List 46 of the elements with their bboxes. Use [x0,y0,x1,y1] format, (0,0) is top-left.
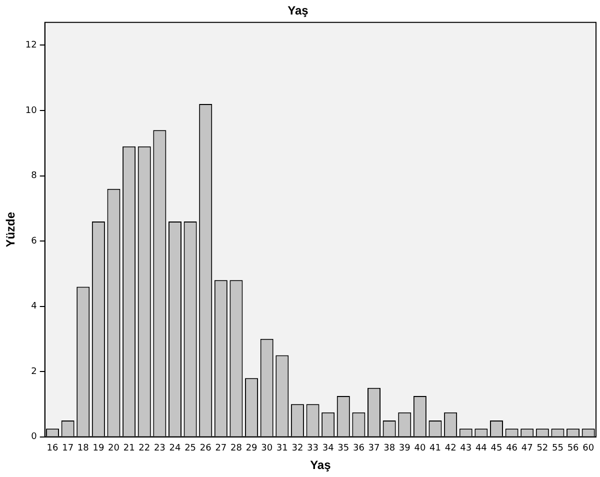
x-tick-label: 40 [414,444,426,454]
x-tick-label: 60 [582,444,594,454]
x-tick-label: 46 [506,444,518,454]
x-tick-label: 22 [138,444,150,454]
x-tick-label: 39 [398,444,411,454]
x-tick-label: 27 [215,444,227,454]
chart-title: Yaş [288,4,309,18]
y-tick-label: 2 [31,366,37,377]
x-tick-label: 17 [62,444,74,454]
x-tick-label: 28 [230,444,242,454]
x-tick-label: 37 [368,444,380,454]
x-tick-label: 43 [460,444,472,454]
x-tick-label: 24 [169,444,181,454]
x-tick-label: 26 [200,444,212,454]
x-tick-label: 25 [184,444,196,454]
y-tick-label: 12 [25,40,37,51]
x-tick-label: 52 [536,444,548,454]
x-tick-label: 45 [490,444,502,454]
y-tick-label: 10 [25,106,38,116]
x-tick-label: 34 [322,444,334,454]
x-tick-label: 56 [567,444,580,454]
x-tick-label: 30 [261,444,273,454]
x-tick-label: 42 [444,444,456,454]
x-tick-label: 21 [123,444,135,454]
x-tick-label: 41 [430,444,441,454]
x-tick-label: 33 [307,444,318,454]
x-tick-label: 32 [292,444,304,454]
x-axis-title: Yaş [310,458,332,472]
y-tick-label: 0 [31,432,38,442]
x-tick-label: 16 [46,444,59,454]
y-axis-title: Yüzde [4,212,18,248]
x-tick-label: 47 [521,444,533,454]
x-tick-label: 29 [246,444,258,454]
x-tick-label: 23 [154,444,166,454]
y-tick-label: 8 [31,171,38,182]
x-tick-label: 38 [384,444,396,454]
x-tick-label: 18 [77,444,90,454]
x-tick-label: 55 [552,444,564,454]
y-tick-label: 4 [31,302,38,312]
x-tick-label: 20 [108,444,120,454]
x-tick-label: 44 [475,444,488,454]
y-tick-label: 6 [31,236,38,246]
x-tick-label: 31 [276,444,288,454]
x-tick-label: 36 [352,444,365,454]
x-tick-label: 19 [92,444,104,454]
x-tick-label: 35 [338,444,350,454]
